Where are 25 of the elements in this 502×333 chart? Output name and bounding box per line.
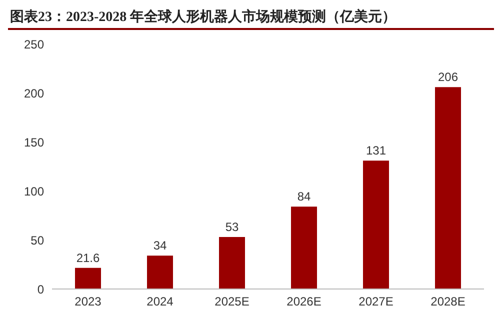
x-tick-label: 2028E (430, 294, 466, 309)
x-tick-label: 2026E (286, 294, 322, 309)
x-tick-label: 2024 (146, 294, 174, 309)
bar (75, 268, 101, 289)
y-tick-label: 100 (24, 184, 44, 198)
y-tick-label: 0 (37, 282, 44, 296)
bar (435, 87, 461, 289)
data-label: 21.6 (76, 250, 100, 265)
bar (147, 256, 173, 289)
bar (219, 237, 245, 289)
x-tick-label: 2027E (358, 294, 394, 309)
data-label: 34 (153, 238, 167, 253)
y-tick-label: 200 (24, 86, 44, 100)
chart-title: 图表23：2023-2028 年全球人形机器人市场规模预测（亿美元） (9, 8, 398, 27)
data-label: 131 (366, 144, 386, 158)
x-tick-label: 2023 (74, 294, 102, 309)
bar (291, 206, 317, 289)
x-tick-label: 2025E (214, 294, 250, 309)
y-tick-label: 250 (24, 37, 44, 52)
data-label: 53 (225, 220, 239, 234)
y-tick-label: 50 (30, 233, 44, 248)
data-label: 84 (297, 190, 311, 204)
bar (363, 160, 389, 289)
y-tick-label: 150 (24, 135, 44, 150)
data-label: 206 (438, 70, 458, 84)
